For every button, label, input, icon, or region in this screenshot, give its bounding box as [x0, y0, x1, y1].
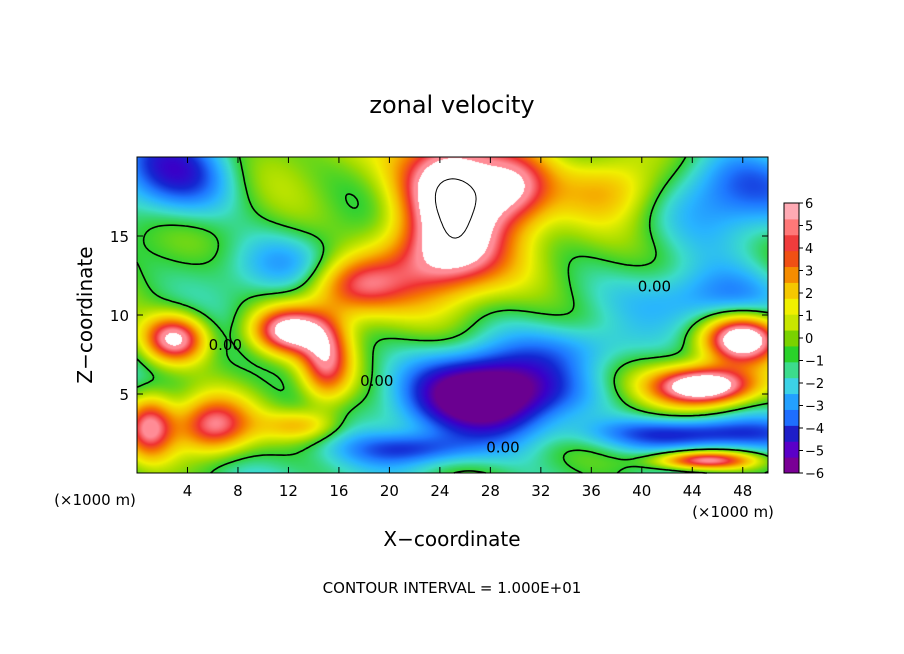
- x-tick-label: 48: [733, 482, 752, 500]
- colorbar-swatch: [784, 203, 799, 220]
- colorbar-tick-label: −5: [805, 445, 824, 460]
- colorbar-swatch: [784, 314, 799, 331]
- colorbar-tick-label: −6: [805, 467, 824, 482]
- colorbar-tick-label: 4: [805, 242, 813, 257]
- x-tick-label: 28: [481, 482, 500, 500]
- colorbar-swatch: [784, 282, 799, 299]
- contour-zero: [136, 156, 769, 474]
- y-axis: 5 10 15: [110, 228, 768, 404]
- colorbar-tick-label: 6: [805, 197, 813, 212]
- x-tick-label: 44: [683, 482, 702, 500]
- colorbar-swatch: [784, 393, 799, 410]
- colorbar-swatch: [784, 441, 799, 458]
- colorbar-swatch: [784, 218, 799, 236]
- y-tick-label: 15: [110, 228, 129, 246]
- colorbar-tick-label: 3: [805, 265, 813, 280]
- colorbar-swatch: [784, 330, 799, 347]
- colorbar-tick-label: 5: [805, 220, 813, 235]
- x-unit-left: (×1000 m): [54, 491, 136, 509]
- x-tick-label: 36: [582, 482, 601, 500]
- colorbar-tick-label: −3: [805, 400, 824, 415]
- x-tick-label: 4: [183, 482, 193, 500]
- colorbar-swatch: [784, 250, 799, 268]
- colorbar-tick-label: −1: [805, 355, 824, 370]
- chart-title: zonal velocity: [369, 91, 534, 119]
- x-tick-label: 12: [279, 482, 298, 500]
- contour-label: 0.00: [360, 372, 393, 390]
- contour-label: 0.00: [486, 438, 519, 456]
- colorbar-tick-label: −4: [805, 422, 824, 437]
- contour-positive-dashed: [434, 178, 477, 239]
- contour-interval-note: CONTOUR INTERVAL = 1.000E+01: [323, 579, 582, 597]
- colorbar-swatch: [784, 298, 799, 315]
- colorbar-swatch: [784, 457, 799, 474]
- colorbar-tick-label: 1: [805, 310, 813, 325]
- plot-area: 0.00 0.00 0.00 0.00: [136, 156, 769, 474]
- x-tick-label: 40: [632, 482, 651, 500]
- x-tick-label: 24: [430, 482, 449, 500]
- colorbar-swatch: [784, 266, 799, 283]
- heatmap-field: [137, 157, 768, 473]
- contour-label: 0.00: [209, 336, 242, 354]
- x-tick-label: 32: [531, 482, 550, 500]
- colorbar-swatch: [784, 409, 799, 426]
- colorbar-swatch: [784, 345, 799, 363]
- x-tick-label: 20: [380, 482, 399, 500]
- colorbar-tick-label: −2: [805, 377, 824, 392]
- y-tick-label: 10: [110, 307, 129, 325]
- x-axis: 4 8 12 16 20 24 28 32 36 40 44 48: [183, 157, 752, 500]
- colorbar-swatch: [784, 377, 799, 395]
- colorbar-tick-label: 2: [805, 287, 813, 302]
- colorbar-tick-label: 0: [805, 332, 813, 347]
- colorbar-swatch: [784, 425, 799, 442]
- colorbar: 6 5 4 3 2 1 0 −1 −2 −3 −4 −5 −6: [783, 197, 824, 482]
- colorbar-swatch: [784, 361, 799, 379]
- contour-labels: 0.00 0.00 0.00 0.00: [209, 277, 671, 456]
- contour-label: 0.00: [638, 277, 671, 295]
- zero-contour-lines: [136, 156, 769, 474]
- x-tick-label: 16: [329, 482, 348, 500]
- x-axis-label: X−coordinate: [383, 527, 520, 551]
- x-tick-label: 8: [233, 482, 243, 500]
- x-unit-right: (×1000 m): [692, 503, 774, 521]
- y-tick-label: 5: [119, 386, 129, 404]
- colorbar-swatch: [784, 234, 799, 252]
- y-axis-label: Z−coordinate: [73, 246, 97, 383]
